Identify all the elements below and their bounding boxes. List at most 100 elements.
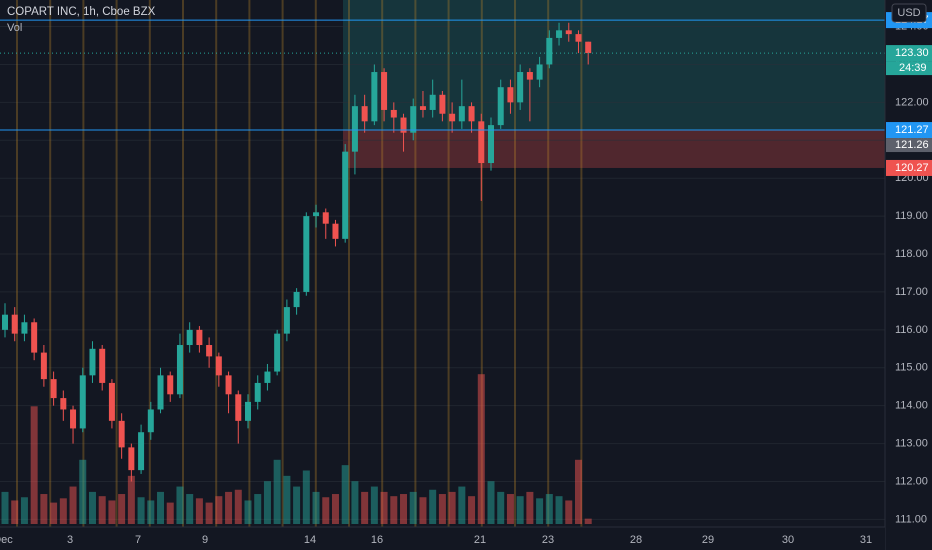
volume-bar <box>584 518 592 524</box>
last-price-label: 123.30 <box>895 47 929 59</box>
candle-body <box>303 216 310 292</box>
candle-body <box>157 375 164 410</box>
volume-bar <box>30 406 38 524</box>
y-tick-label: 118.00 <box>895 248 928 260</box>
candle-body <box>11 314 18 334</box>
volume-bar <box>331 494 339 524</box>
volume-bar <box>157 491 165 524</box>
y-tick-label: 111.00 <box>895 513 927 525</box>
candle-body <box>381 72 388 110</box>
candle-body <box>507 87 514 103</box>
candle-body <box>176 345 183 395</box>
candle-body <box>400 117 407 133</box>
last-price-label-box <box>886 45 932 62</box>
y-tick-label: 114.00 <box>895 400 928 412</box>
volume-bar <box>516 496 524 524</box>
currency[interactable]: USD <box>897 7 920 19</box>
entry-label-box <box>886 122 932 139</box>
volume-bar <box>195 498 203 524</box>
volume-bar <box>234 489 242 524</box>
candle-body <box>536 64 543 80</box>
volume-bar <box>370 486 378 524</box>
candle-body <box>31 322 38 353</box>
candle-body <box>439 94 446 114</box>
volume-bar <box>341 465 349 524</box>
volume-bar <box>40 494 48 524</box>
volume-bar <box>390 496 398 524</box>
y-tick-label: 116.00 <box>895 324 928 336</box>
volume-bar <box>438 494 446 524</box>
candle-body <box>371 72 378 122</box>
candle-body <box>89 348 96 376</box>
x-tick-label: 16 <box>371 534 383 546</box>
volume-bar <box>458 486 466 524</box>
candle-body <box>410 106 417 133</box>
volume-bar <box>98 496 106 524</box>
x-tick-label: 23 <box>542 534 554 546</box>
candle-body <box>50 379 57 399</box>
volume-bar <box>448 491 456 524</box>
candle-body <box>478 121 485 164</box>
volume-bar <box>225 491 233 524</box>
candle-body <box>468 106 475 122</box>
cursor-label-box <box>886 138 932 153</box>
volume-bar <box>545 494 553 524</box>
volume-bar <box>477 374 485 524</box>
volume-bar <box>127 475 135 524</box>
cursor-label: 121.26 <box>895 139 929 151</box>
y-tick-label: 117.00 <box>895 286 928 298</box>
candle-body <box>313 212 320 217</box>
candle-body <box>546 37 553 65</box>
volume-bar <box>322 497 330 524</box>
volume-bar <box>176 486 184 524</box>
candle-body <box>264 371 271 383</box>
candle-body <box>147 409 154 433</box>
candle-body <box>419 106 426 110</box>
loss-zone <box>343 130 885 168</box>
candle-body <box>361 106 368 122</box>
volume-bar <box>147 500 155 524</box>
candle-body <box>497 87 504 126</box>
candle-body <box>206 345 213 357</box>
volume-bar <box>273 459 281 524</box>
volume-bar <box>526 491 534 524</box>
volume-bar <box>118 494 126 524</box>
volume-bar <box>565 500 573 524</box>
x-tick-label: 3 <box>67 534 73 546</box>
candle-body <box>458 106 465 122</box>
candle-body <box>40 352 47 380</box>
candle-body <box>60 398 67 410</box>
candle-body <box>575 34 582 42</box>
volume-bar <box>468 496 476 524</box>
profit-zone <box>343 0 885 131</box>
candle-body <box>108 382 115 421</box>
candle-body <box>254 382 261 402</box>
candle-body <box>118 420 125 448</box>
price-axis <box>885 0 932 550</box>
volume-bar <box>108 500 116 524</box>
volume-bar <box>79 459 87 524</box>
y-tick-label: 119.00 <box>895 210 928 222</box>
candle-body <box>556 30 563 38</box>
candle-body <box>390 109 397 118</box>
volume-bar <box>555 496 563 524</box>
candle-body <box>322 212 329 224</box>
y-tick-label: 112.00 <box>895 475 928 487</box>
candle-body <box>332 223 339 239</box>
volume-bar <box>20 497 28 524</box>
x-tick-label: 30 <box>782 534 794 546</box>
candle-body <box>283 307 290 334</box>
x-tick-label: 28 <box>630 534 642 546</box>
volume-bar <box>186 494 194 524</box>
candle-body <box>585 41 592 54</box>
x-tick-label: 29 <box>702 534 714 546</box>
x-tick-label: Dec <box>0 534 13 546</box>
volume-bar <box>302 470 310 524</box>
volume-bar <box>574 459 582 524</box>
volume-bar <box>312 491 320 524</box>
currency-box[interactable] <box>891 3 927 23</box>
candle-body <box>99 348 106 383</box>
volume-bar <box>263 481 271 524</box>
countdown: 24:39 <box>899 62 927 74</box>
